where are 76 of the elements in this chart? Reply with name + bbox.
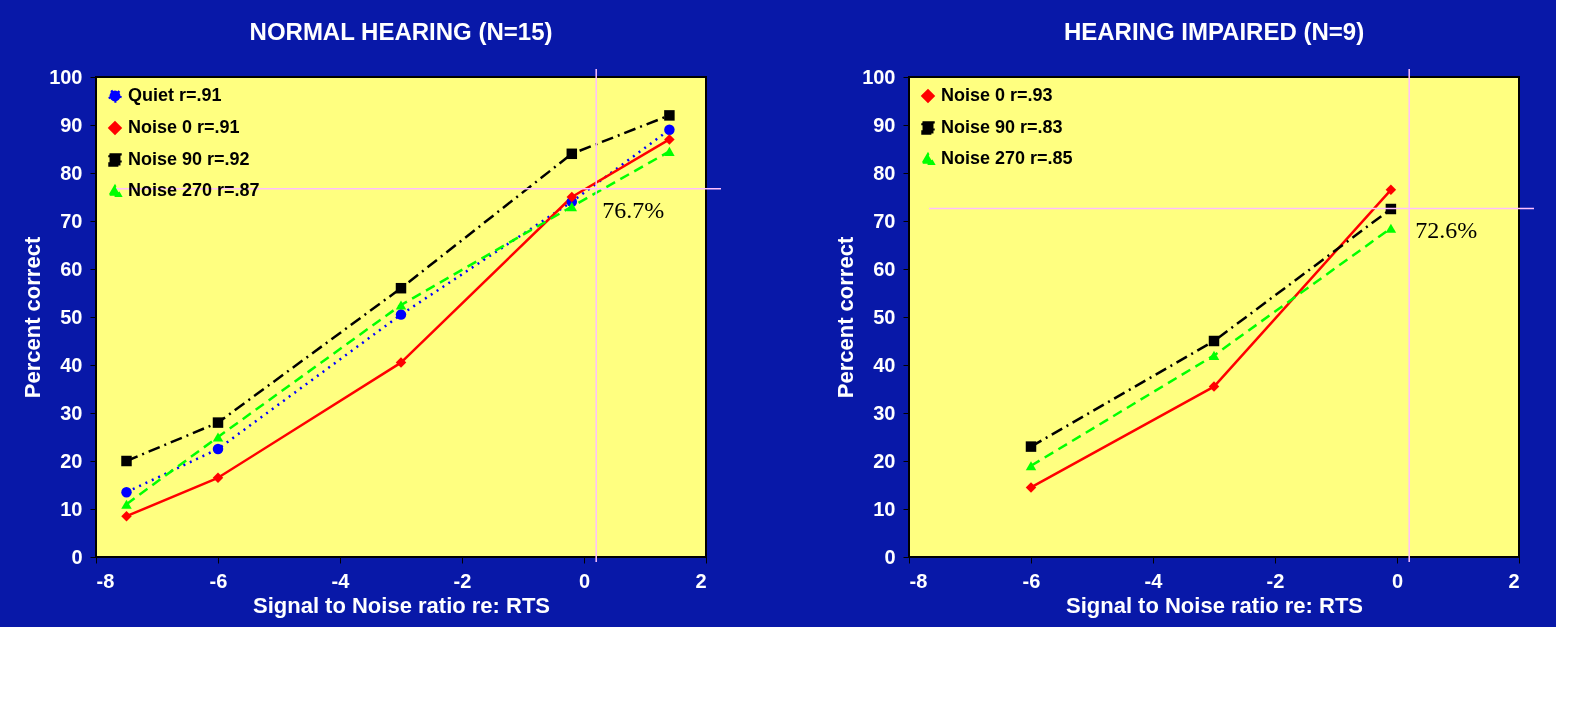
ref-line-label: 76.7% xyxy=(602,196,665,223)
x-tick-label: -4 xyxy=(1144,569,1164,592)
point xyxy=(212,472,224,484)
legend-label: Noise 0 r=.91 xyxy=(128,117,240,137)
x-tick-label: 0 xyxy=(578,569,591,592)
point xyxy=(395,309,407,320)
y-tick-label: 50 xyxy=(60,305,83,328)
point xyxy=(121,486,132,498)
point xyxy=(664,134,675,145)
point xyxy=(1025,482,1037,493)
y-tick-label: 70 xyxy=(873,209,896,232)
x-tick-label: -6 xyxy=(209,569,228,592)
point xyxy=(566,202,578,212)
y-tick-label: 50 xyxy=(873,305,896,328)
y-axis-title: Percent correct xyxy=(20,236,46,399)
y-tick-label: 100 xyxy=(49,65,83,88)
y-tick-label: 20 xyxy=(60,449,83,472)
point xyxy=(1385,184,1397,196)
point xyxy=(395,300,407,310)
y-tick-label: 90 xyxy=(60,113,83,136)
point xyxy=(664,124,675,136)
point xyxy=(664,146,675,156)
y-tick-label: 30 xyxy=(60,401,83,424)
y-tick-label: 80 xyxy=(873,161,896,184)
y-tick-label: 0 xyxy=(71,545,83,568)
x-tick-label: 0 xyxy=(1391,569,1404,592)
point xyxy=(1208,381,1220,392)
point xyxy=(1208,350,1220,360)
point xyxy=(212,417,224,428)
legend-label: Noise 0 r=.93 xyxy=(941,85,1053,105)
legend-label: Noise 90 r=.92 xyxy=(128,149,250,169)
y-tick-label: 40 xyxy=(873,353,896,376)
point xyxy=(664,110,675,121)
x-tick-label: -8 xyxy=(909,569,928,592)
point xyxy=(566,148,578,160)
point xyxy=(1025,461,1037,471)
point xyxy=(395,282,407,294)
y-tick-label: 20 xyxy=(873,449,896,472)
y-tick-label: 10 xyxy=(60,497,83,520)
legend-label: Quiet r=.91 xyxy=(128,85,222,105)
x-tick-label: -6 xyxy=(1022,569,1041,592)
point xyxy=(212,432,224,442)
legend-label: Noise 270 r=.87 xyxy=(128,180,260,200)
x-tick-label: 2 xyxy=(1508,569,1520,592)
point xyxy=(1025,441,1037,452)
y-tick-label: 70 xyxy=(60,209,83,232)
y-tick-label: 30 xyxy=(873,401,896,424)
ref-line-label: 72.6% xyxy=(1415,216,1478,243)
y-tick-label: 0 xyxy=(884,545,896,568)
point xyxy=(1385,223,1397,233)
x-tick-label: 2 xyxy=(695,569,707,592)
point xyxy=(1208,335,1220,347)
x-tick-label: -8 xyxy=(96,569,115,592)
chart-title: NORMAL HEARING (N=15) xyxy=(249,18,553,45)
chart-title: HEARING IMPAIRED (N=9) xyxy=(1063,18,1365,45)
x-axis-title: Signal to Noise ratio re: RTS xyxy=(252,592,551,618)
point xyxy=(566,191,578,203)
y-tick-label: 80 xyxy=(60,161,83,184)
legend-label: Noise 270 r=.85 xyxy=(941,148,1073,168)
x-axis-title: Signal to Noise ratio re: RTS xyxy=(1065,592,1364,618)
x-tick-label: -2 xyxy=(1266,569,1285,592)
y-tick-label: 90 xyxy=(873,113,896,136)
y-axis-title: Percent correct xyxy=(833,236,859,399)
legend-label: Noise 90 r=.83 xyxy=(941,117,1063,137)
point xyxy=(121,455,132,467)
y-tick-label: 60 xyxy=(60,257,83,280)
point xyxy=(395,357,407,368)
point xyxy=(121,499,132,509)
x-tick-label: -4 xyxy=(331,569,351,592)
point xyxy=(212,443,224,455)
y-tick-label: 40 xyxy=(60,353,83,376)
y-tick-label: 100 xyxy=(862,65,896,88)
point xyxy=(121,510,132,522)
y-tick-label: 10 xyxy=(873,497,896,520)
x-tick-label: -2 xyxy=(453,569,472,592)
y-tick-label: 60 xyxy=(873,257,896,280)
